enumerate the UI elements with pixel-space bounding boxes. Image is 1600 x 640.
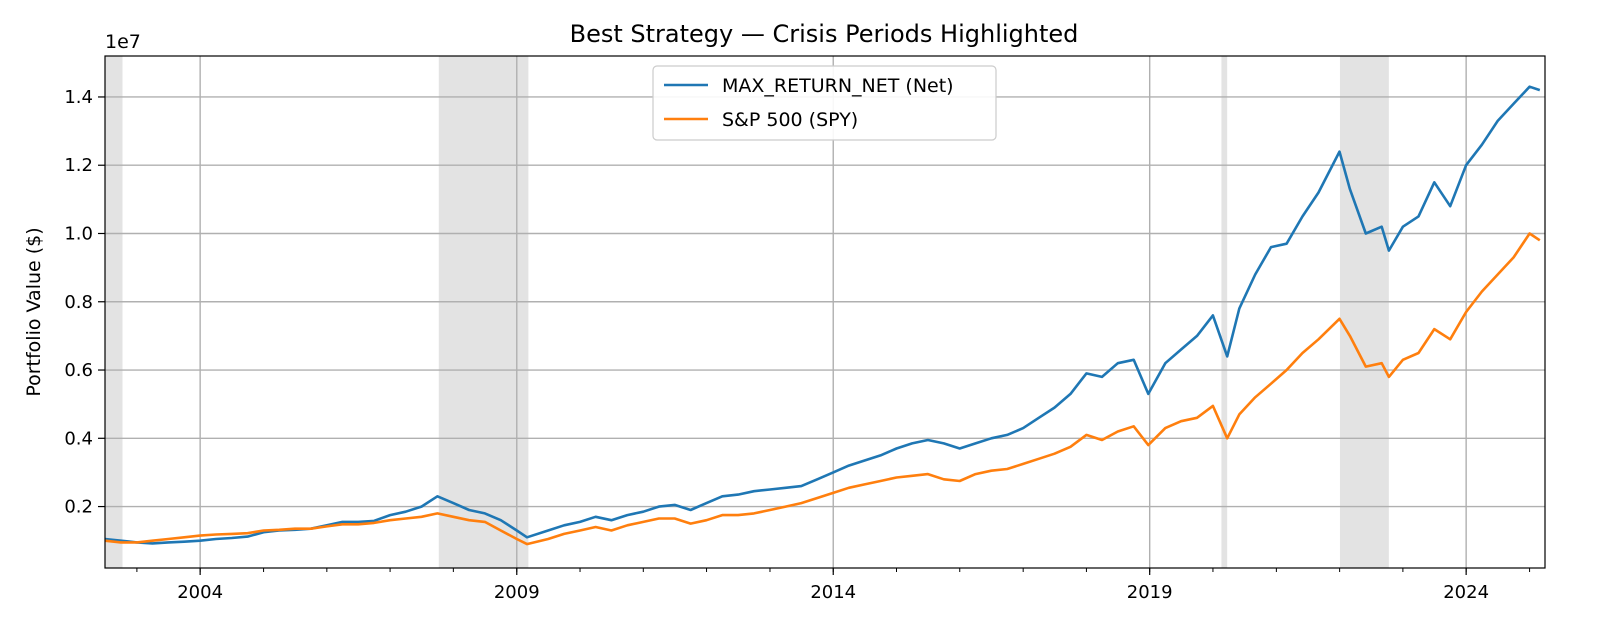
y-tick-label-6: 1.4	[64, 87, 93, 108]
y-tick-label-2: 0.6	[64, 360, 93, 381]
y-tick-label-5: 1.2	[64, 155, 93, 176]
series-line-0	[104, 85, 1541, 545]
x-tick-label-3: 2019	[1127, 582, 1173, 603]
y-axis-label: Portfolio Value ($)	[23, 227, 45, 396]
crisis-band-2	[1221, 56, 1228, 568]
series-lines	[104, 85, 1541, 546]
plot-area-frame	[104, 55, 1546, 569]
series-line-1	[104, 232, 1541, 546]
x-tick-label-4: 2024	[1443, 582, 1489, 603]
crisis-periods	[105, 56, 1389, 568]
x-tick-label-2: 2014	[810, 582, 856, 603]
x-tick-label-0: 2004	[177, 582, 223, 603]
legend-label-max-return: MAX_RETURN_NET (Net)	[722, 75, 954, 97]
crisis-band-1	[438, 56, 529, 568]
x-tick-label-1: 2009	[494, 582, 540, 603]
y-axis-ticks: 0.2 0.4 0.6 0.8 1.0 1.2 1.4	[64, 87, 105, 518]
crisis-band-3	[1339, 56, 1389, 568]
x-axis-ticks: 2004 2009 2014 2019 2024	[136, 568, 1531, 603]
legend-box	[652, 65, 997, 141]
y-tick-label-0: 0.2	[64, 497, 93, 518]
grid	[105, 56, 1545, 568]
legend: MAX_RETURN_NET (Net) S&P 500 (SPY)	[652, 65, 997, 141]
legend-label-spy: S&P 500 (SPY)	[722, 109, 858, 131]
chart-title: Best Strategy — Crisis Periods Highlight…	[570, 20, 1079, 48]
y-tick-label-3: 0.8	[64, 292, 93, 313]
y-tick-label-4: 1.0	[64, 223, 93, 244]
y-tick-label-1: 0.4	[64, 428, 93, 449]
y-axis-offset-label: 1e7	[105, 31, 141, 53]
crisis-band-0	[105, 56, 123, 568]
